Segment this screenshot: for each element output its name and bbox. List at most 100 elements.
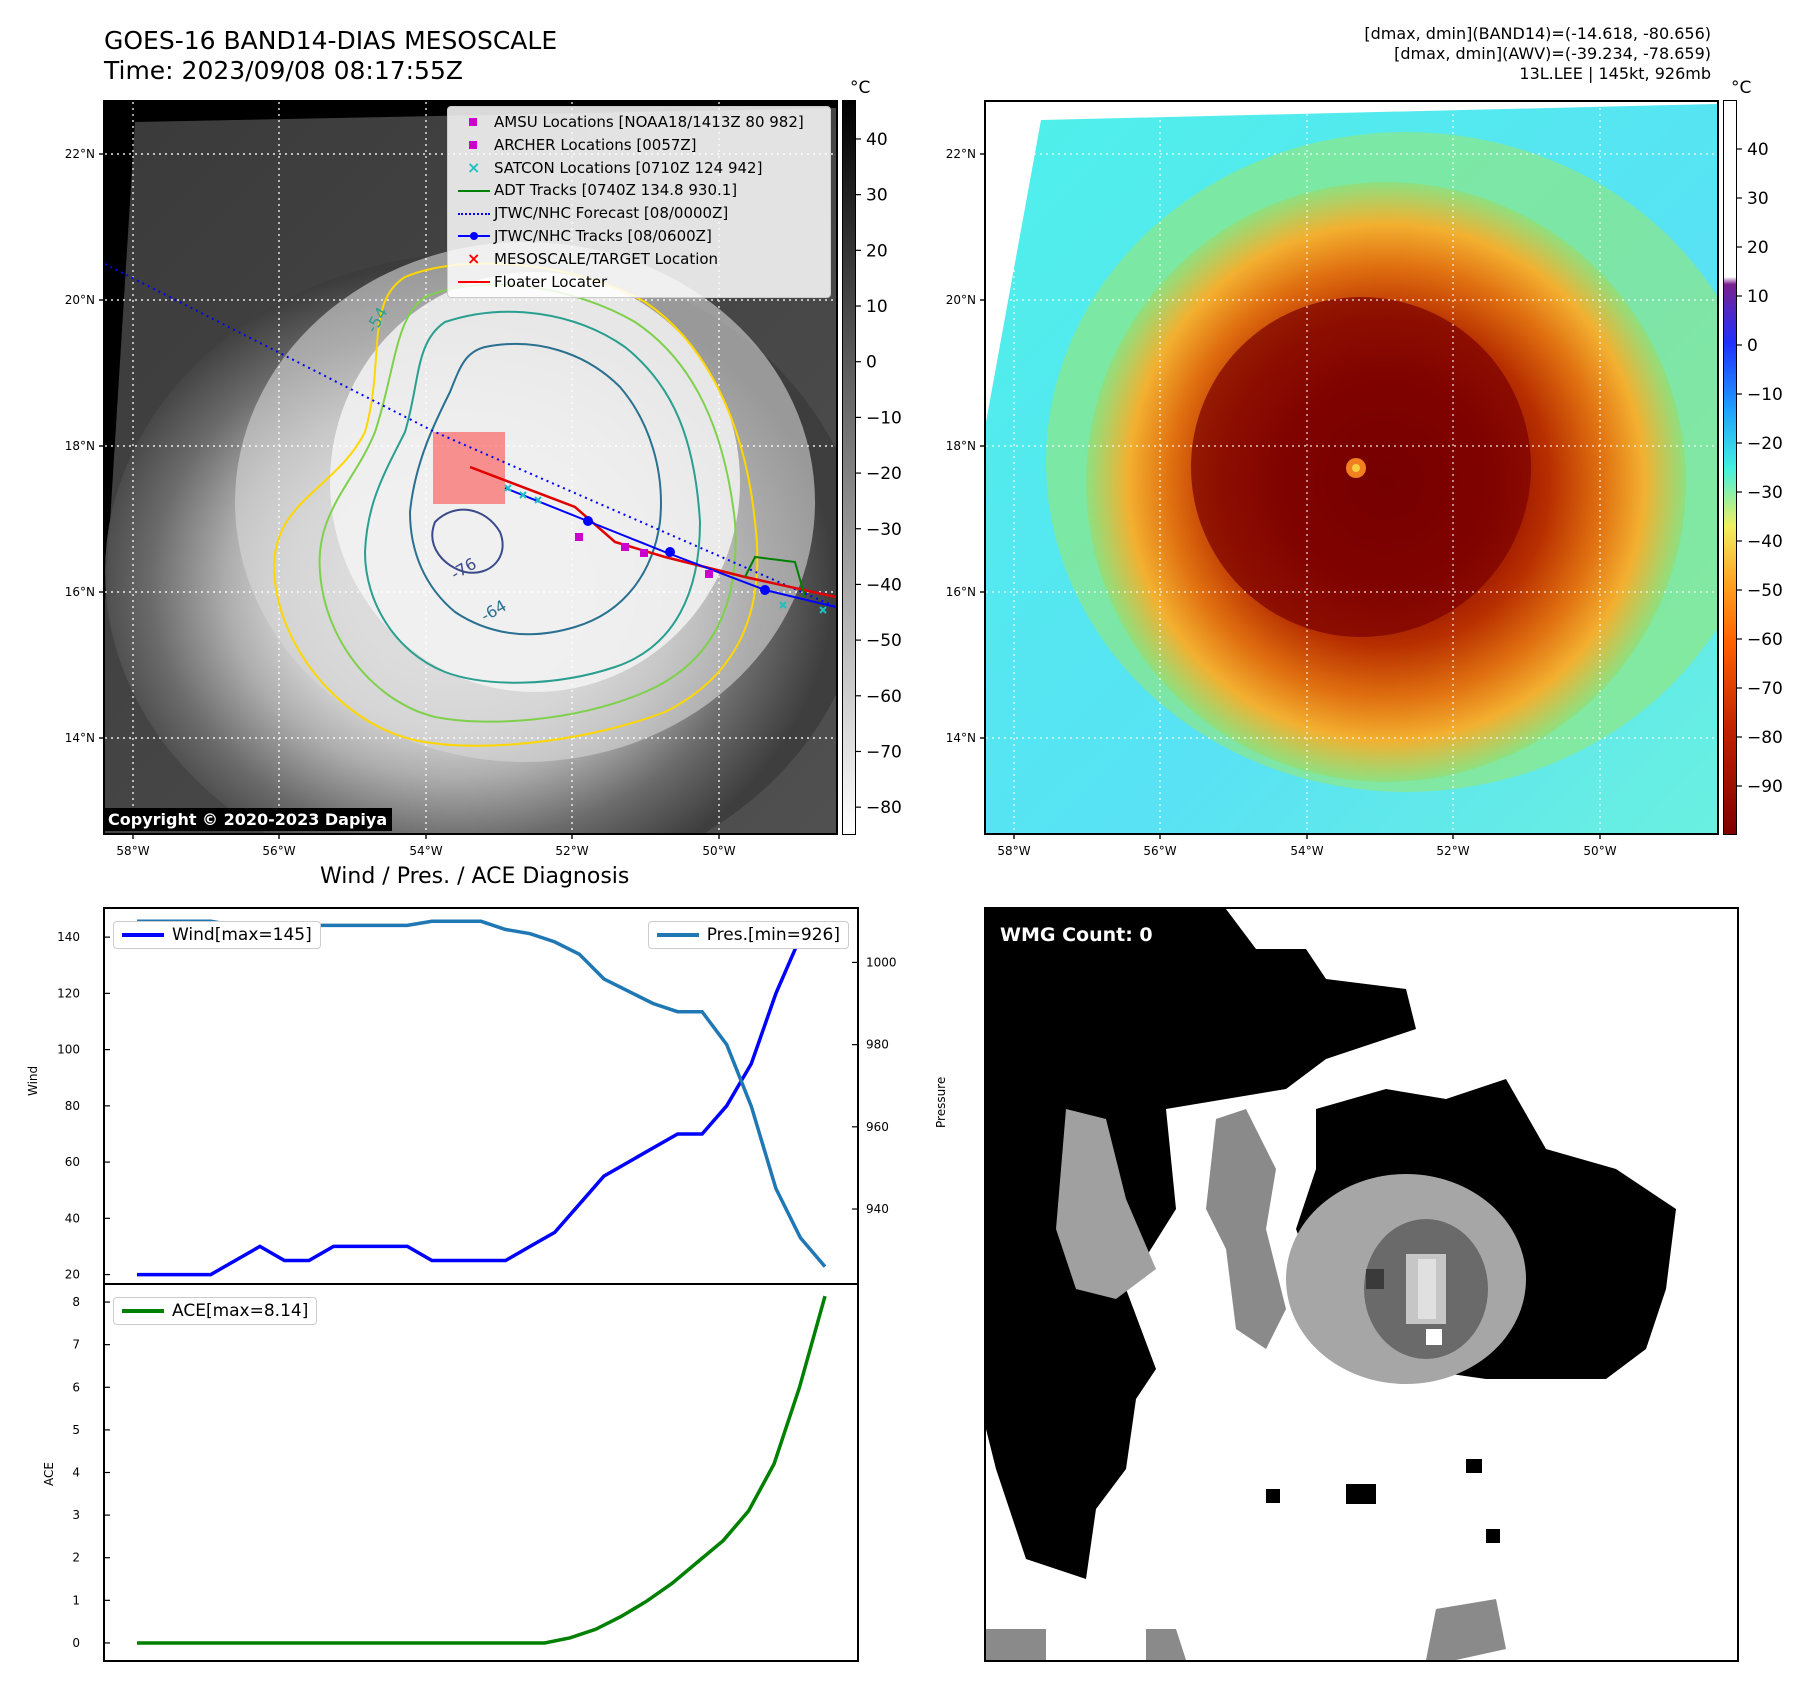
chart-title: GOES-16 BAND14-DIAS MESOSCALE (104, 26, 558, 55)
ir-colorbar-tick: −10 (866, 408, 902, 428)
pressure-tick-label: 960 (866, 1120, 889, 1134)
legend-entry: × MESOSCALE/TARGET Location (454, 248, 824, 271)
legend-label: MESOSCALE/TARGET Location (494, 249, 719, 268)
awv-colorbar-tick: 30 (1747, 189, 1769, 209)
ace-tick-label: 3 (72, 1508, 80, 1522)
series-line-pressure (137, 919, 827, 1268)
pressure-legend: Pres.[min=926] (647, 921, 849, 949)
awv-colorbar-tick: −50 (1747, 581, 1783, 601)
target-box (433, 432, 505, 504)
lon-tick-label: 56°W (262, 844, 295, 858)
awv-image-panel (984, 100, 1719, 835)
lon-tick-label: 54°W (1290, 844, 1323, 858)
ace-tick-label: 6 (72, 1380, 80, 1394)
legend-entry: Floater Locater (454, 271, 824, 294)
awv-colorbar-tick: −40 (1747, 532, 1783, 552)
awv-colorbar-tick: 10 (1747, 287, 1769, 307)
pressure-tick-label: 940 (866, 1202, 889, 1216)
lon-tick-label: 52°W (555, 844, 588, 858)
forecast-track (105, 263, 836, 608)
lon-tick-label: 50°W (1583, 844, 1616, 858)
ir-colorbar-tick: −50 (866, 631, 902, 651)
wind-legend: Wind[max=145] (113, 921, 321, 949)
lat-tick-label: 22°N (65, 147, 95, 161)
ir-colorbar (842, 100, 856, 835)
info-band14: [dmax, dmin](BAND14)=(-14.618, -80.656) (1364, 24, 1711, 43)
wind-pressure-plot (105, 919, 857, 1277)
ir-colorbar-unit: °C (850, 78, 871, 98)
legend-label: Floater Locater (494, 272, 608, 291)
ace-chart: ACE[max=8.14] (103, 1283, 859, 1662)
awv-colorbar-tick: −10 (1747, 385, 1783, 405)
lat-tick-label: 20°N (65, 293, 95, 307)
legend-entry: ARCHER Locations [0057Z] (454, 134, 824, 157)
ace-plot (105, 1295, 827, 1645)
legend-marker (454, 271, 494, 293)
ir-colorbar-tick: 10 (866, 297, 888, 317)
lon-tick-label: 56°W (1143, 844, 1176, 858)
lat-tick-label: 16°N (946, 585, 976, 599)
lon-tick-label: 50°W (702, 844, 735, 858)
pressure-tick-label: 1000 (866, 955, 897, 969)
legend-entry: × SATCON Locations [0710Z 124 942] (454, 157, 824, 180)
lat-tick-label: 20°N (946, 293, 976, 307)
ace-legend-label: ACE[max=8.14] (172, 1301, 309, 1321)
legend-label: JTWC/NHC Tracks [08/0600Z] (494, 226, 712, 245)
ir-colorbar-tick: −80 (866, 798, 902, 818)
ace-legend: ACE[max=8.14] (113, 1297, 318, 1325)
legend-label: ARCHER Locations [0057Z] (494, 135, 697, 154)
wmg-panel (984, 907, 1739, 1662)
legend-marker: × (467, 157, 481, 177)
info-awv: [dmax, dmin](AWV)=(-39.234, -78.659) (1394, 44, 1711, 63)
wind-tick-label: 60 (65, 1155, 80, 1169)
ace-axis-label: ACE (42, 1462, 56, 1486)
awv-image (986, 102, 1717, 833)
ir-colorbar-tick: −40 (866, 575, 902, 595)
lon-tick-label: 54°W (409, 844, 442, 858)
ir-image-panel: -54 -64 -76 AMSU Locations [NOAA18/1413Z… (103, 100, 838, 835)
lon-tick-label: 52°W (1436, 844, 1469, 858)
wind-tick-label: 140 (57, 930, 80, 944)
lat-tick-label: 16°N (65, 585, 95, 599)
legend-entry: ADT Tracks [0740Z 134.8 930.1] (454, 179, 824, 202)
lat-tick-label: 14°N (946, 731, 976, 745)
wind-axis-label: Wind (26, 1065, 40, 1096)
legend-marker (454, 203, 494, 225)
legend-label: JTWC/NHC Forecast [08/0000Z] (494, 204, 729, 223)
awv-colorbar-tick: 20 (1747, 238, 1769, 258)
legend-entry: JTWC/NHC Tracks [08/0600Z] (454, 225, 824, 248)
legend-entry: JTWC/NHC Forecast [08/0000Z] (454, 202, 824, 225)
awv-colorbar-tick: −60 (1747, 630, 1783, 650)
wind-tick-label: 20 (65, 1268, 80, 1282)
wind-pressure-chart: Wind[max=145] Pres.[min=926] (103, 907, 859, 1285)
ace-tick-label: 2 (72, 1551, 80, 1565)
copyright-label: Copyright © 2020-2023 Dapiya (103, 808, 393, 831)
ir-colorbar-tick: −30 (866, 520, 902, 540)
legend-marker (454, 111, 494, 133)
series-line-ace (137, 1295, 827, 1645)
ace-tick-label: 5 (72, 1423, 80, 1437)
wind-tick-label: 40 (65, 1211, 80, 1225)
lon-tick-label: 58°W (997, 844, 1030, 858)
legend-marker (454, 180, 494, 202)
ir-colorbar-tick: −70 (866, 742, 902, 762)
wind-tick-label: 120 (57, 986, 80, 1000)
ir-colorbar-tick: 30 (866, 186, 888, 206)
wind-legend-label: Wind[max=145] (172, 925, 312, 945)
ir-legend: AMSU Locations [NOAA18/1413Z 80 982] ARCH… (447, 106, 831, 299)
ace-tick-label: 4 (72, 1466, 80, 1480)
legend-marker: × (467, 249, 481, 269)
pressure-axis-label: Pressure (934, 1076, 948, 1128)
ir-colorbar-tick: −20 (866, 464, 902, 484)
awv-colorbar-tick: −90 (1747, 777, 1783, 797)
awv-colorbar-tick: −80 (1747, 728, 1783, 748)
ir-colorbar-tick: −60 (866, 687, 902, 707)
wind-tick-label: 100 (57, 1043, 80, 1057)
wmg-image (986, 909, 1676, 1660)
ace-tick-label: 7 (72, 1338, 80, 1352)
ace-tick-label: 1 (72, 1593, 80, 1607)
pressure-legend-label: Pres.[min=926] (706, 925, 840, 945)
chart-time: Time: 2023/09/08 08:17:55Z (104, 56, 463, 85)
awv-colorbar-tick: −70 (1747, 679, 1783, 699)
awv-colorbar-tick: −30 (1747, 483, 1783, 503)
